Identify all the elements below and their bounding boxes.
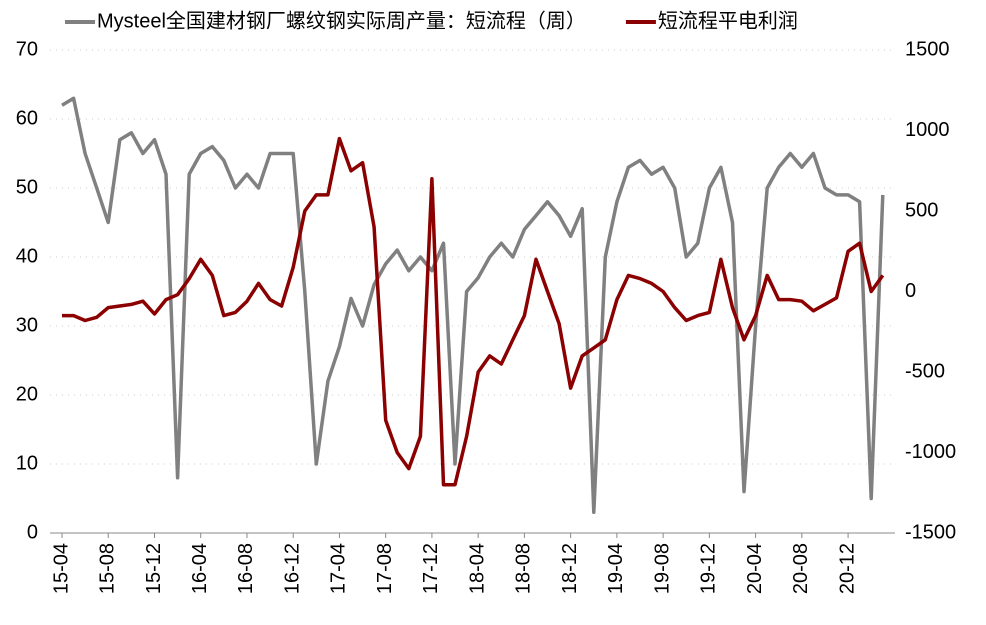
y2-tick-label: 500 bbox=[905, 199, 938, 221]
x-tick-label: 20-04 bbox=[744, 543, 766, 594]
x-tick-label: 16-08 bbox=[235, 543, 257, 594]
y-tick-label: 40 bbox=[16, 245, 38, 267]
x-tick-label: 20-08 bbox=[790, 543, 812, 594]
x-tick-label: 15-08 bbox=[97, 543, 119, 594]
x-tick-label: 18-08 bbox=[513, 543, 535, 594]
x-tick-label: 15-12 bbox=[143, 543, 165, 594]
y-tick-label: 10 bbox=[16, 452, 38, 474]
series-line bbox=[61, 96, 885, 515]
y-tick-label: 20 bbox=[16, 383, 38, 405]
legend-label: 短流程平电利润 bbox=[658, 9, 798, 32]
x-tick-label: 20-12 bbox=[836, 543, 858, 594]
y2-tick-label: 1500 bbox=[905, 38, 950, 60]
y2-tick-label: -1500 bbox=[905, 521, 956, 543]
y2-tick-label: -1000 bbox=[905, 441, 956, 463]
x-tick-label: 15-04 bbox=[50, 543, 72, 594]
x-tick-label: 17-04 bbox=[328, 543, 350, 594]
y2-tick-label: -500 bbox=[905, 360, 945, 382]
y-tick-label: 50 bbox=[16, 176, 38, 198]
x-tick-label: 19-04 bbox=[605, 543, 627, 594]
y-tick-label: 70 bbox=[16, 38, 38, 60]
x-tick-label: 19-12 bbox=[698, 543, 720, 594]
x-tick-label: 17-08 bbox=[374, 543, 396, 594]
y-tick-label: 30 bbox=[16, 314, 38, 336]
series-line bbox=[62, 136, 885, 487]
y2-tick-label: 0 bbox=[905, 280, 916, 302]
x-tick-label: 19-08 bbox=[651, 543, 673, 594]
y2-tick-label: 1000 bbox=[905, 119, 950, 141]
x-tick-label: 16-04 bbox=[189, 543, 211, 594]
y-tick-label: 0 bbox=[27, 521, 38, 543]
y-tick-label: 60 bbox=[16, 107, 38, 129]
legend-label: Mysteel全国建材钢厂螺纹钢实际周产量：短流程（周） bbox=[97, 9, 586, 32]
x-tick-label: 18-12 bbox=[559, 543, 581, 594]
x-tick-label: 18-04 bbox=[466, 543, 488, 594]
x-tick-label: 16-12 bbox=[281, 543, 303, 594]
x-tick-label: 17-12 bbox=[420, 543, 442, 594]
